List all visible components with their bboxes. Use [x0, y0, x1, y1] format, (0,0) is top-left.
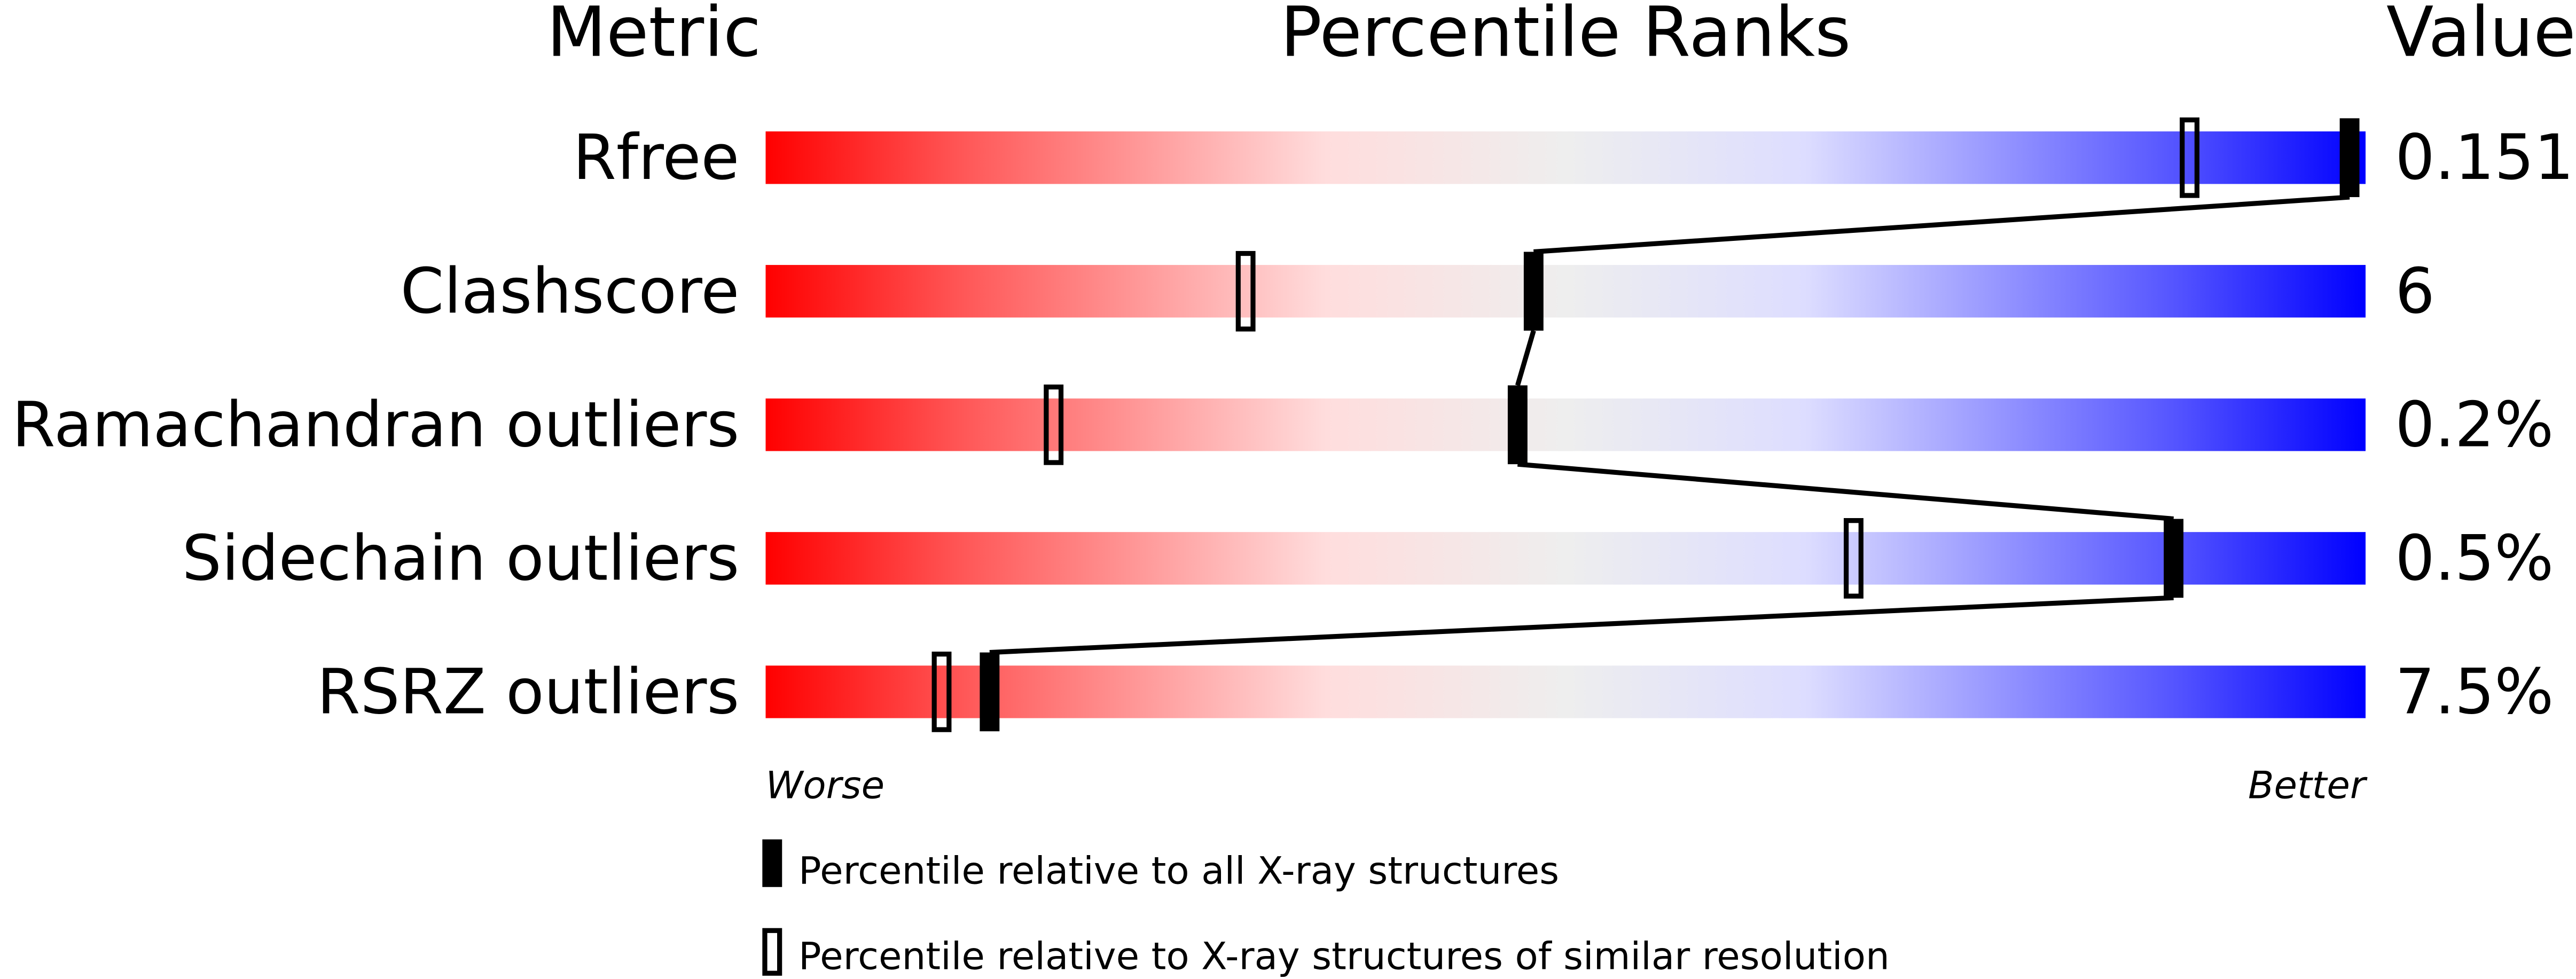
percentile-bar: [765, 398, 2366, 451]
percentile-bar: [765, 532, 2366, 585]
connector-line: [989, 595, 2174, 655]
metric-value: 7.5%: [2395, 655, 2554, 728]
similar-resolution-marker: [1235, 250, 1256, 332]
header-value: Value: [2386, 0, 2576, 73]
metric-value: 0.5%: [2395, 522, 2554, 594]
connector-line: [1515, 330, 1536, 386]
metric-label: Ramachandran outliers: [12, 388, 739, 461]
metric-value: 0.151: [2395, 121, 2574, 194]
metric-label: Sidechain outliers: [182, 522, 739, 594]
worse-label: Worse: [765, 763, 884, 808]
similar-resolution-marker: [1044, 384, 1064, 465]
legend-similar: Percentile relative to X-ray structures …: [798, 934, 1890, 978]
connector-line: [1533, 194, 2350, 255]
all-structures-marker: [1523, 252, 1544, 331]
all-structures-marker: [1507, 385, 1528, 465]
metric-label: Rfree: [573, 121, 740, 194]
similar-resolution-marker: [1844, 518, 1864, 599]
connector-line: [1517, 461, 2174, 522]
percentile-bar: [765, 265, 2366, 318]
header-percentile-ranks: Percentile Ranks: [1280, 0, 1851, 73]
percentile-bar: [765, 131, 2366, 184]
header-metric: Metric: [547, 0, 762, 73]
metric-label: RSRZ outliers: [317, 655, 739, 728]
similar-resolution-marker: [2180, 117, 2199, 198]
metric-value: 0.2%: [2395, 388, 2554, 461]
legend-all: Percentile relative to all X-ray structu…: [798, 849, 1559, 893]
better-label: Better: [2248, 763, 2368, 808]
all-structures-marker: [2164, 519, 2184, 598]
similar-resolution-marker: [931, 652, 952, 732]
all-structures-marker: [2339, 118, 2360, 198]
metric-value: 6: [2395, 255, 2434, 327]
percentile-bar: [765, 665, 2366, 718]
all-structures-marker: [980, 652, 1000, 732]
legend-filled-marker-icon: [762, 839, 782, 887]
legend-open-marker-icon: [762, 928, 782, 976]
metric-label: Clashscore: [401, 255, 740, 327]
